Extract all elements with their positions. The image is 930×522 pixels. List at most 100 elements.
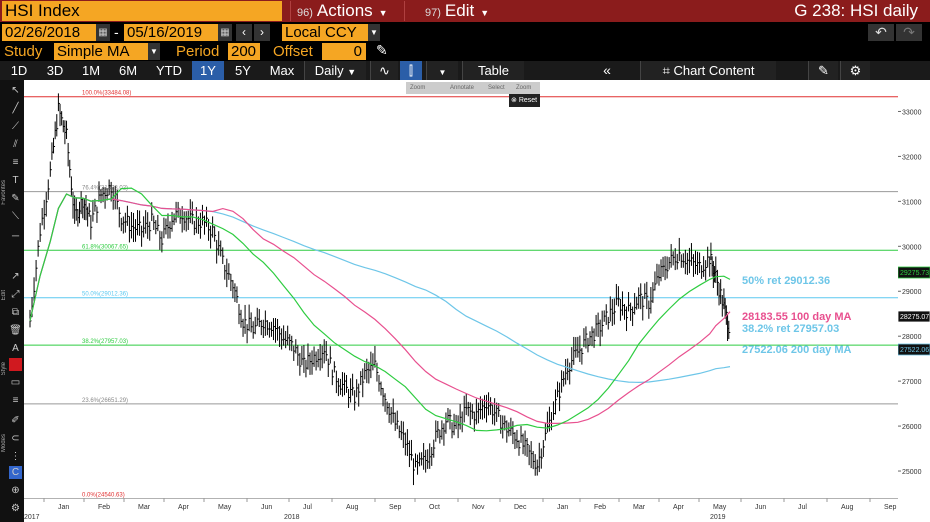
x-month-label: Dec bbox=[514, 504, 527, 511]
range-1m[interactable]: 1M bbox=[81, 63, 101, 78]
redo-icon[interactable]: ↷ bbox=[896, 24, 922, 41]
x-month-label: Jun bbox=[261, 504, 272, 511]
chevron-down-icon[interactable]: ▼ bbox=[148, 43, 160, 60]
x-month-label: Aug bbox=[346, 504, 359, 511]
x-month-label: Apr bbox=[178, 504, 190, 511]
calendar-icon[interactable]: ▦ bbox=[218, 24, 232, 41]
offset-field[interactable]: 0 bbox=[322, 43, 366, 60]
hline-tool-icon[interactable]: ─ bbox=[11, 231, 20, 242]
range-max[interactable]: Max bbox=[269, 63, 295, 78]
next-arrow-icon[interactable]: › bbox=[254, 24, 270, 41]
currency-select[interactable]: Local CCY bbox=[282, 24, 368, 41]
text-tool-icon[interactable]: T bbox=[12, 175, 19, 186]
pencil-icon[interactable]: ✎ bbox=[376, 42, 388, 58]
chart-toolbar: 1D 3D 1M 6M YTD 1Y 5Y Max Daily ▼ ∿ ⫿ ▼ … bbox=[0, 61, 930, 80]
gear-icon[interactable]: ⚙ bbox=[11, 503, 20, 514]
delete-tool-icon[interactable]: 🗑 bbox=[9, 325, 22, 336]
range-ytd[interactable]: YTD bbox=[156, 63, 182, 78]
ma100-line bbox=[29, 193, 731, 424]
ray-tool-icon[interactable]: ⟍ bbox=[12, 211, 19, 222]
x-month-label: Feb bbox=[594, 504, 606, 511]
modes-caption: Modes bbox=[1, 434, 7, 453]
gear-icon[interactable]: ⚙ bbox=[840, 61, 870, 80]
zoom-mode-icon[interactable]: ⊕ bbox=[11, 485, 20, 496]
color-red-icon[interactable] bbox=[9, 358, 22, 371]
last-value-badge bbox=[898, 310, 930, 323]
chart-content-button[interactable]: ⌗ Chart Content bbox=[640, 61, 776, 80]
line-tool-icon[interactable]: ╱ bbox=[12, 103, 19, 114]
trend-tool-icon[interactable]: ⟋ bbox=[12, 121, 19, 132]
actions-menu[interactable]: 96) Actions ▼ bbox=[290, 1, 402, 21]
ticker-field[interactable]: HSI Index bbox=[2, 1, 282, 21]
chart-content-icon: ⌗ bbox=[662, 63, 674, 78]
line-weight-icon[interactable]: ≡ bbox=[12, 395, 19, 406]
mode-c-icon[interactable]: C bbox=[9, 466, 22, 479]
move-tool-icon[interactable]: ⤢ bbox=[11, 289, 20, 300]
favorites-caption: Favorites bbox=[1, 180, 7, 205]
calendar-icon[interactable]: ▦ bbox=[96, 24, 110, 41]
actions-number: 96) bbox=[297, 7, 313, 19]
x-month-label: Jan bbox=[58, 504, 69, 511]
chevron-down-icon: ▼ bbox=[480, 8, 490, 18]
range-3d[interactable]: 3D bbox=[46, 63, 64, 78]
x-month-label: May bbox=[713, 504, 727, 511]
drawing-tools-strip: ↖ ╱ ⟋ ⫽ ≡ T ✎ ⟍ ─ ↗ ⤢ ⧉ 🗑 A ▭ ≡ ✐ ⊂ ⋮ C … bbox=[0, 80, 24, 522]
end-date-field[interactable]: 05/16/2019 bbox=[124, 24, 218, 41]
x-month-label: Jun bbox=[755, 504, 766, 511]
x-month-label: Sep bbox=[884, 504, 897, 511]
cursor-icon[interactable]: ↖ bbox=[11, 85, 20, 96]
chevron-down-icon: ▼ bbox=[347, 67, 357, 77]
actions-label: Actions bbox=[316, 1, 373, 20]
last-value-label: 28275.07 bbox=[900, 314, 929, 321]
fib-tool-icon[interactable]: ≡ bbox=[12, 157, 19, 168]
y-tick-label: 29000 bbox=[902, 289, 922, 296]
chevron-down-icon[interactable]: ▼ bbox=[368, 24, 380, 41]
graph-title: G 238: HSI daily bbox=[794, 1, 918, 20]
start-date-field[interactable]: 02/26/2018 bbox=[2, 24, 96, 41]
mini-annotate[interactable]: Annotate bbox=[450, 85, 475, 91]
range-5y[interactable]: 5Y bbox=[235, 63, 251, 78]
mini-zoom2[interactable]: Zoom bbox=[516, 85, 532, 91]
collapse-icon[interactable]: « bbox=[603, 62, 611, 78]
copy-tool-icon[interactable]: ⧉ bbox=[11, 307, 20, 318]
line-chart-icon[interactable]: ∿ bbox=[370, 61, 398, 80]
channel-tool-icon[interactable]: ⫽ bbox=[13, 139, 18, 150]
chart-type-dropdown[interactable]: ▼ bbox=[426, 61, 458, 80]
mini-select[interactable]: Select bbox=[488, 85, 505, 91]
brush-tool-icon[interactable]: ✎ bbox=[11, 193, 20, 204]
period-field[interactable]: 200 bbox=[228, 43, 260, 60]
range-1y[interactable]: 1Y bbox=[192, 61, 224, 80]
range-6m[interactable]: 6M bbox=[118, 63, 138, 78]
frequency-select[interactable]: Daily ▼ bbox=[304, 61, 366, 80]
bar-chart-icon[interactable]: ⫿ bbox=[400, 61, 422, 80]
y-tick-label: 27000 bbox=[902, 379, 922, 386]
select-tool-icon[interactable]: ↗ bbox=[11, 271, 20, 282]
study-select[interactable]: Simple MA bbox=[54, 43, 148, 60]
x-month-label: Feb bbox=[98, 504, 110, 511]
style-a-icon[interactable]: A bbox=[12, 343, 19, 354]
x-month-label: Oct bbox=[429, 504, 440, 511]
y-tick-label: 31000 bbox=[902, 199, 922, 206]
fill-icon[interactable]: ▭ bbox=[10, 377, 21, 388]
edit-menu[interactable]: 97) Edit ▼ bbox=[404, 1, 516, 21]
edit-chart-icon[interactable]: ✎ bbox=[808, 61, 838, 80]
y-tick-label: 25000 bbox=[902, 469, 922, 476]
x-month-label: Sep bbox=[389, 504, 402, 511]
snap-icon[interactable]: ⋮ bbox=[10, 451, 21, 462]
pen-icon[interactable]: ✐ bbox=[11, 415, 20, 426]
ma200-line bbox=[29, 193, 731, 384]
fib-level-label: 23.6%(26651.29) bbox=[82, 398, 128, 404]
title-bar: HSI Index 96) Actions ▼ 97) Edit ▼ G 238: HS… bbox=[0, 0, 930, 22]
prev-arrow-icon[interactable]: ‹ bbox=[236, 24, 252, 41]
magnet-icon[interactable]: ⊂ bbox=[11, 433, 20, 444]
reset-button[interactable]: ⊗ Reset bbox=[509, 94, 540, 107]
mini-zoom[interactable]: Zoom bbox=[410, 85, 426, 91]
range-1d[interactable]: 1D bbox=[10, 63, 28, 78]
chart-mini-toolbar: Zoom Annotate Select Zoom bbox=[406, 82, 540, 94]
date-separator: - bbox=[114, 24, 119, 40]
undo-icon[interactable]: ↶ bbox=[868, 24, 894, 41]
table-button[interactable]: Table bbox=[462, 61, 524, 80]
edit-number: 97) bbox=[425, 7, 441, 19]
x-month-label: Aug bbox=[841, 504, 854, 511]
price-chart[interactable]: 100.0%(33484.08)76.4%(31373.02)61.8%(300… bbox=[24, 80, 898, 512]
